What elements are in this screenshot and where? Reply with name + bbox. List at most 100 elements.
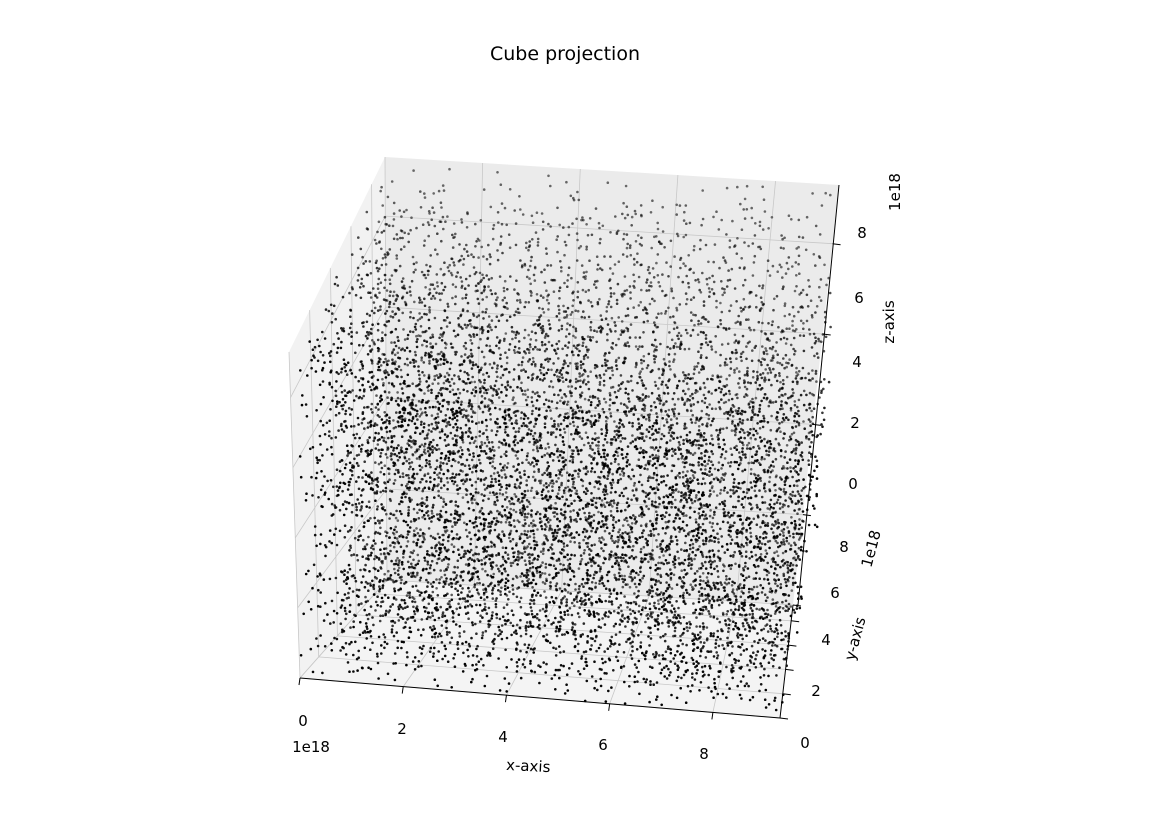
data-point [408, 290, 412, 293]
data-point [527, 333, 530, 337]
data-point [596, 301, 600, 304]
data-point [702, 315, 705, 319]
data-point [661, 621, 664, 625]
data-point [453, 517, 457, 520]
data-point [637, 417, 640, 421]
data-point [740, 310, 743, 313]
data-point [612, 481, 615, 484]
data-point [617, 530, 620, 534]
data-point [696, 278, 700, 281]
data-point [750, 616, 754, 620]
data-point [549, 380, 553, 383]
data-point [378, 589, 381, 593]
data-point [582, 380, 585, 383]
data-point [717, 442, 720, 446]
data-point [534, 231, 538, 234]
data-point [724, 450, 728, 453]
data-point [645, 435, 648, 438]
data-point [458, 243, 461, 246]
data-point [694, 518, 698, 521]
data-point [422, 244, 426, 247]
data-point [603, 354, 606, 357]
data-point [814, 224, 818, 228]
data-point [359, 450, 363, 453]
data-point [730, 651, 734, 655]
data-point [778, 422, 781, 425]
data-point [562, 304, 565, 308]
data-point [776, 635, 779, 639]
data-point [610, 550, 613, 553]
data-point [712, 490, 716, 493]
data-point [709, 509, 712, 512]
data-point [494, 379, 498, 383]
data-point [556, 235, 559, 238]
data-point [372, 439, 376, 443]
data-point [466, 309, 469, 313]
data-point [675, 345, 679, 349]
data-point [653, 448, 656, 451]
data-point [795, 366, 798, 370]
data-point [746, 418, 749, 421]
data-point [742, 379, 746, 382]
data-point [465, 477, 469, 481]
data-point [810, 409, 813, 413]
data-point [455, 607, 459, 611]
data-point [780, 265, 783, 269]
data-point [597, 612, 600, 616]
data-point [649, 211, 653, 214]
data-point [410, 216, 413, 219]
data-point [495, 616, 499, 620]
data-point [681, 642, 684, 646]
data-point [823, 378, 826, 381]
data-point [727, 269, 730, 272]
data-point [523, 262, 527, 266]
data-point [783, 302, 787, 305]
data-point [813, 341, 817, 345]
data-point [648, 459, 652, 463]
data-point [454, 285, 458, 289]
data-point [379, 189, 383, 193]
data-point [780, 400, 783, 403]
data-point [617, 389, 620, 393]
data-point [746, 366, 749, 370]
data-point [452, 545, 456, 548]
data-point [514, 414, 517, 418]
data-point [611, 529, 615, 532]
data-point [740, 352, 743, 356]
data-point [676, 232, 679, 236]
data-point [797, 370, 801, 373]
data-point [649, 519, 652, 523]
data-point [629, 477, 633, 481]
data-point [704, 598, 708, 601]
data-point [433, 297, 437, 300]
data-point [642, 545, 646, 549]
data-point [443, 375, 447, 379]
data-point [645, 289, 648, 292]
data-point [370, 359, 374, 363]
data-point [653, 321, 656, 324]
data-point [483, 285, 487, 289]
data-point [421, 489, 425, 493]
data-point [406, 482, 409, 486]
data-point [521, 356, 525, 359]
data-point [571, 291, 574, 295]
data-point [655, 539, 658, 542]
data-point [805, 293, 809, 297]
data-point [712, 280, 716, 284]
data-point [754, 553, 758, 557]
data-point [399, 236, 402, 240]
data-point [538, 432, 542, 435]
data-point [604, 458, 608, 461]
data-point [560, 324, 564, 328]
data-point [458, 635, 462, 638]
data-point [443, 341, 447, 345]
data-point [755, 503, 759, 507]
data-point [648, 284, 651, 288]
data-point [745, 318, 748, 322]
data-point [738, 266, 742, 270]
data-point [685, 626, 689, 629]
data-point [716, 629, 719, 633]
data-point [678, 530, 681, 534]
data-point [494, 503, 498, 507]
data-point [576, 238, 579, 242]
